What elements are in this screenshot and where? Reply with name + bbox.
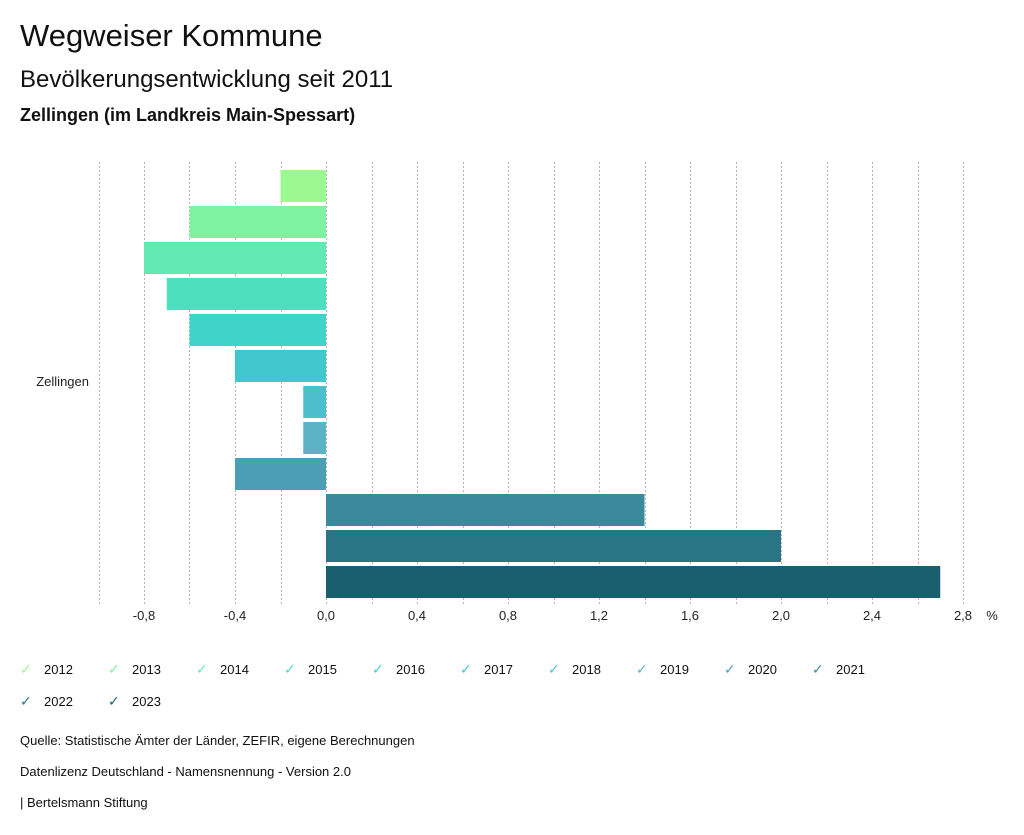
legend-item-2018[interactable]: ✓ 2018 — [548, 658, 636, 680]
legend-label: 2013 — [132, 661, 161, 677]
legend-item-2019[interactable]: ✓ 2019 — [636, 658, 724, 680]
legend-label: 2023 — [132, 693, 161, 709]
legend: ✓ 2012 ✓ 2013 ✓ 2014 ✓ 2015 ✓ 2016 ✓ 2017 ✓ 2018 ✓ 2019… — [20, 658, 920, 712]
legend-item-2012[interactable]: ✓ 2012 — [20, 658, 108, 680]
x-tick-label: 1,2 — [590, 608, 608, 623]
bar-2014 — [144, 242, 326, 274]
bar-chart: Zellingen -0,8 -0,4 0,0 0,4 0,8 1,2 1,6 2,0 2,4 2,… — [36, 162, 998, 623]
legend-label: 2017 — [484, 661, 513, 677]
legend-label: 2014 — [220, 661, 249, 677]
legend-label: 2015 — [308, 661, 337, 677]
x-tick-label: -0,8 — [133, 608, 155, 623]
source-text: Quelle: Statistische Ämter der Länder, Z… — [20, 733, 415, 748]
x-tick-label: 0,0 — [317, 608, 335, 623]
bar-2023 — [326, 566, 941, 598]
bar-2016 — [189, 314, 326, 346]
bar-2017 — [235, 350, 326, 382]
bar-2015 — [166, 278, 326, 310]
legend-label: 2020 — [748, 661, 777, 677]
legend-item-2020[interactable]: ✓ 2020 — [724, 658, 812, 680]
x-tick-label: 2,8 — [954, 608, 972, 623]
x-tick-label: 0,4 — [408, 608, 426, 623]
x-tick-label: 1,6 — [681, 608, 699, 623]
checkmark-icon: ✓ — [196, 661, 208, 677]
checkmark-icon: ✓ — [20, 661, 32, 677]
license-link[interactable]: Datenlizenz Deutschland - Namensnennung … — [20, 764, 351, 779]
checkmark-icon: ✓ — [636, 661, 648, 677]
legend-label: 2022 — [44, 693, 73, 709]
legend-item-2017[interactable]: ✓ 2017 — [460, 658, 548, 680]
legend-item-2015[interactable]: ✓ 2015 — [284, 658, 372, 680]
checkmark-icon: ✓ — [108, 693, 120, 709]
checkmark-icon: ✓ — [372, 661, 384, 677]
legend-label: 2019 — [660, 661, 689, 677]
bar-2018 — [303, 386, 326, 418]
x-tick-label: 2,0 — [772, 608, 790, 623]
legend-label: 2021 — [836, 661, 865, 677]
bar-2021 — [326, 494, 645, 526]
x-tick-label: -0,4 — [224, 608, 246, 623]
unit-label: % — [986, 608, 998, 623]
legend-item-2021[interactable]: ✓ 2021 — [812, 658, 900, 680]
category-label: Zellingen — [36, 374, 89, 389]
checkmark-icon: ✓ — [284, 661, 296, 677]
chart-subtitle: Bevölkerungsentwicklung seit 2011 — [20, 66, 394, 93]
bar-2020 — [235, 458, 326, 490]
x-tick-label: 2,4 — [863, 608, 881, 623]
x-tick-label: 0,8 — [499, 608, 517, 623]
legend-item-2023[interactable]: ✓ 2023 — [108, 690, 196, 712]
checkmark-icon: ✓ — [724, 661, 736, 677]
checkmark-icon: ✓ — [20, 693, 32, 709]
legend-item-2014[interactable]: ✓ 2014 — [196, 658, 284, 680]
legend-label: 2012 — [44, 661, 73, 677]
bar-2012 — [280, 170, 326, 202]
legend-label: 2018 — [572, 661, 601, 677]
bar-2013 — [189, 206, 326, 238]
legend-item-2022[interactable]: ✓ 2022 — [20, 690, 108, 712]
bar-2019 — [303, 422, 326, 454]
legend-item-2016[interactable]: ✓ 2016 — [372, 658, 460, 680]
checkmark-icon: ✓ — [812, 661, 824, 677]
page-title: Wegweiser Kommune — [20, 18, 323, 53]
checkmark-icon: ✓ — [460, 661, 472, 677]
publisher-text: | Bertelsmann Stiftung — [20, 795, 148, 810]
checkmark-icon: ✓ — [548, 661, 560, 677]
region-title: Zellingen (im Landkreis Main-Spessart) — [20, 105, 356, 125]
legend-item-2013[interactable]: ✓ 2013 — [108, 658, 196, 680]
checkmark-icon: ✓ — [108, 661, 120, 677]
legend-label: 2016 — [396, 661, 425, 677]
bar-2022 — [326, 530, 781, 562]
